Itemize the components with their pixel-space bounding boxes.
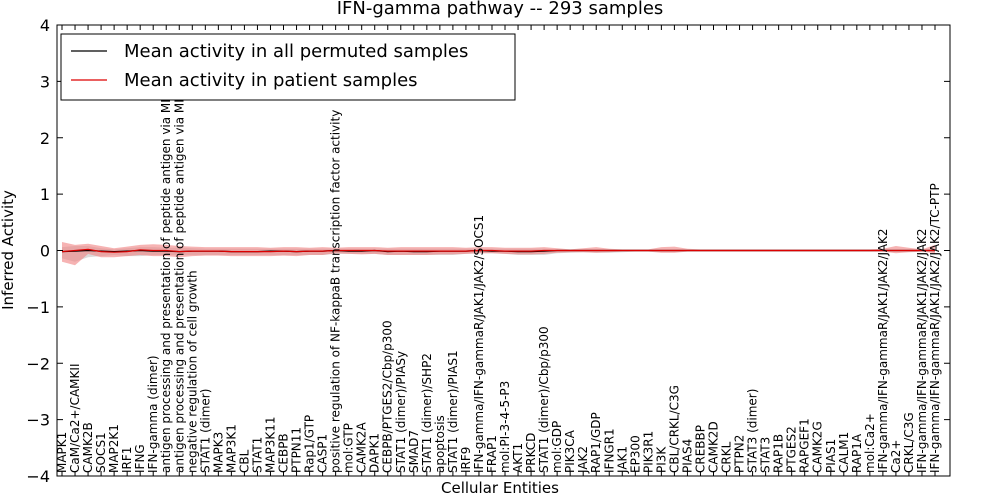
x-tick-label-14: CBL — [237, 449, 251, 473]
x-tick-label-62: mol:Ca2+ — [863, 413, 877, 473]
x-tick-label-17: CEBPB — [277, 433, 291, 473]
x-tick-label-31: IRF9 — [459, 447, 473, 473]
x-tick-label-55: RAP1B — [772, 434, 786, 473]
x-tick-label-5: IRF1 — [120, 447, 134, 473]
x-tick-label-26: STAT1 (dimer)/PIASy — [394, 351, 408, 473]
category-labels: MAPK1 CaM/Ca2+/CAMKII CAMK2B SOCS1 MAP2K1 IRF… — [55, 41, 942, 474]
y-tick-label-3: −1 — [26, 298, 50, 317]
x-tick-label-7: IFN-gamma (dimer) — [146, 355, 160, 473]
confidence-bands — [62, 242, 935, 266]
x-tick-label-56: PTGES2 — [785, 426, 799, 473]
x-tick-label-33: FRAP1 — [485, 435, 499, 473]
x-tick-label-53: STAT3 (dimer) — [746, 389, 760, 473]
x-tick-label-23: CAMK2A — [355, 422, 369, 473]
x-tick-label-46: PI3K — [654, 446, 668, 473]
x-tick-label-28: STAT1 (dimer)/SHP2 — [420, 353, 434, 473]
y-tick-label-5: 1 — [40, 185, 50, 204]
x-tick-label-54: STAT3 — [759, 437, 773, 473]
x-tick-label-0: MAPK1 — [55, 432, 69, 473]
legend: Mean activity in all permuted samples Me… — [60, 33, 516, 101]
plot-frame — [56, 24, 951, 477]
x-tick-label-63: IFN-gamma/IFN-gammaR/JAK1/JAK2/JAK2 — [876, 228, 890, 473]
x-tick-label-16: MAP3K11 — [264, 416, 278, 473]
x-tick-label-13: MAP3K1 — [224, 424, 238, 473]
x-tick-label-50: CAMK2D — [707, 421, 721, 473]
x-tick-label-59: PIAS1 — [824, 439, 838, 473]
x-tick-label-10: negative regulation of cell growth — [185, 270, 199, 473]
x-tick-label-8: antigen processing and presentation of p… — [159, 44, 173, 473]
x-tick-label-22: mol:GTP — [342, 423, 356, 473]
x-tick-label-43: JAK1 — [615, 446, 629, 474]
y-axis-label: Inferred Activity — [0, 190, 17, 310]
x-tick-label-49: CREBBP — [694, 425, 708, 473]
x-axis-label: Cellular Entities — [441, 479, 559, 497]
x-tick-label-45: PIK3R1 — [641, 431, 655, 473]
x-tick-label-24: DAPK1 — [368, 433, 382, 473]
x-tick-label-21: positive regulation of NF-kappaB transcr… — [329, 110, 343, 473]
x-tick-label-52: PTPN2 — [733, 435, 747, 473]
x-tick-label-38: mol:GDP — [550, 421, 564, 473]
x-tick-label-51: CRKL — [720, 441, 734, 473]
x-tick-label-20: CASP1 — [316, 434, 330, 473]
x-tick-label-4: MAP2K1 — [107, 424, 121, 473]
x-tick-label-12: MAPK3 — [211, 432, 225, 473]
x-tick-label-39: PIK3CA — [563, 429, 577, 473]
x-tick-label-2: CAMK2B — [81, 422, 95, 473]
band-series-1 — [62, 242, 935, 266]
x-tick-label-41: RAP1/GDP — [589, 412, 603, 473]
x-tick-label-61: RAP1A — [850, 433, 864, 473]
x-tick-label-60: CALM1 — [837, 432, 851, 473]
x-tick-label-29: apoptosis — [433, 415, 447, 473]
y-tick-label-6: 2 — [40, 129, 50, 148]
x-tick-label-19: Rap1/GTP — [303, 415, 317, 473]
x-tick-label-64: Ca2+ — [889, 440, 903, 473]
x-tick-label-11: STAT1 (dimer) — [198, 389, 212, 473]
y-tick-label-4: 0 — [40, 242, 50, 261]
line-series-1 — [61, 248, 935, 253]
legend-label-permuted: Mean activity in all permuted samples — [124, 41, 468, 62]
x-tick-label-67: IFN-gamma/IFN-gammaR/JAK1/JAK2/JAK2/TC-P… — [928, 183, 942, 473]
chart-title: IFN-gamma pathway -- 293 samples — [337, 0, 664, 19]
x-tick-label-6: IFNG — [133, 444, 147, 473]
series-lines — [61, 248, 935, 253]
x-tick-label-37: STAT1 (dimer)/Cbp/p300 — [537, 326, 551, 473]
x-tick-label-65: CRKL/C3G — [902, 412, 916, 473]
x-tick-label-25: CEBPB/PTGES2/Cbp/p300 — [381, 320, 395, 473]
legend-label-patient: Mean activity in patient samples — [124, 70, 418, 91]
x-tick-label-1: CaM/Ca2+/CAMKII — [68, 364, 82, 473]
x-tick-label-57: RAPGEF1 — [798, 418, 812, 473]
x-tick-label-34: mol:PI-3-4-5-P3 — [498, 381, 512, 473]
y-tick-label-8: 4 — [40, 16, 50, 35]
x-tick-label-48: PIAS4 — [680, 439, 694, 473]
x-tick-label-36: PRKCD — [524, 433, 538, 473]
x-tick-label-18: PTPN11 — [290, 427, 304, 473]
y-tick-label-0: −4 — [26, 467, 50, 486]
x-tick-label-27: SMAD7 — [407, 430, 421, 473]
x-tick-label-30: STAT1 (dimer)/PIAS1 — [446, 350, 460, 473]
y-tick-label-7: 3 — [40, 72, 50, 91]
x-tick-label-32: IFN-gamma/IFN-gammaR/JAK1/JAK2/SOCS1 — [472, 215, 486, 473]
y-tick-label-2: −2 — [26, 354, 50, 373]
legend-box — [60, 33, 516, 101]
x-tick-label-15: STAT1 — [250, 437, 264, 473]
x-tick-label-3: SOCS1 — [94, 432, 108, 473]
axis-ticks: −4 −3 −2 −1 0 1 2 3 4 — [26, 16, 950, 486]
x-tick-label-9: antigen processing and presentation of p… — [172, 41, 186, 473]
x-tick-label-42: IFNGR1 — [602, 428, 616, 473]
x-tick-label-66: IFN-gamma/IFN-gammaR/JAK1/JAK2/JAK2 — [915, 228, 929, 473]
x-tick-label-35: AKT1 — [511, 443, 525, 473]
x-tick-label-47: CBL/CRKL/C3G — [667, 385, 681, 473]
x-tick-label-58: CAMK2G — [811, 421, 825, 473]
x-tick-label-40: JAK2 — [576, 446, 590, 474]
x-tick-label-44: EP300 — [628, 435, 642, 473]
y-tick-label-1: −3 — [26, 411, 50, 430]
